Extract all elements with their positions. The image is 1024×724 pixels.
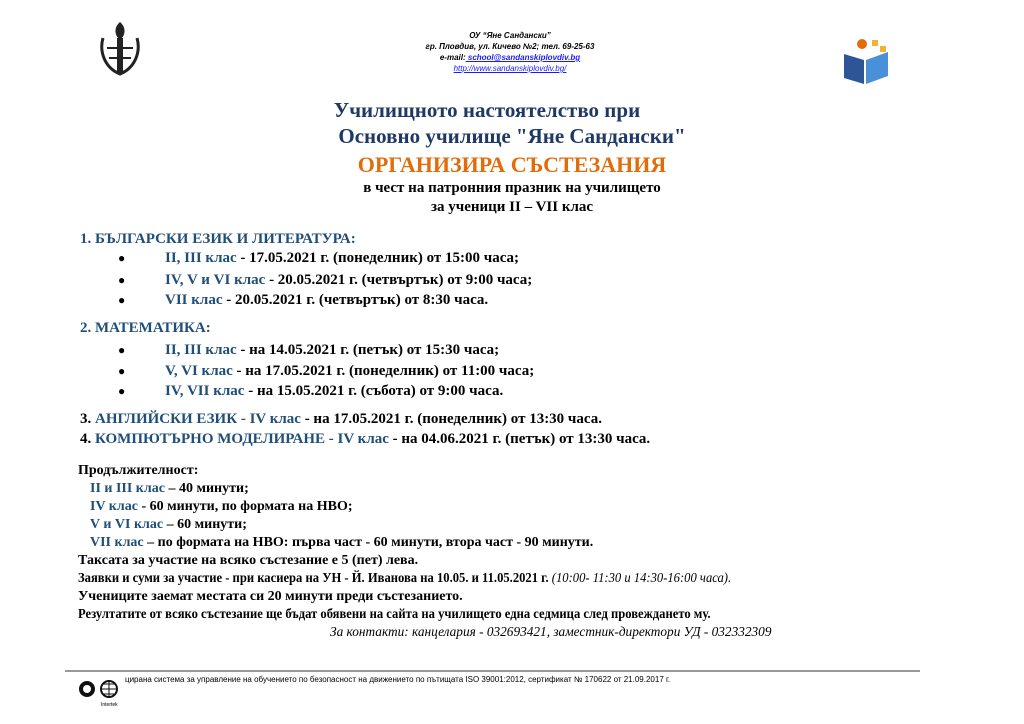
bullet-icon: ● — [118, 273, 126, 287]
duration-label: Продължителност: — [78, 463, 199, 478]
email-link[interactable]: school@sandanskiplovdiv.bg — [465, 53, 581, 62]
school-emblem-logo — [100, 22, 140, 76]
bullet-icon: ● — [118, 364, 126, 378]
results-note: Резултатите от всяко състезание ще бъдат… — [78, 607, 711, 622]
duration-item: VII клас – по формата на НВО: първа част… — [90, 535, 594, 550]
title-line-2: Основно училище "Яне Сандански" — [338, 124, 686, 148]
bullet-icon: ● — [118, 251, 126, 265]
book-logo — [844, 39, 888, 84]
title-subline-2: за ученици II – VII клас — [430, 199, 594, 215]
list-item: II, III клас - на 14.05.2021 г. (петък) … — [165, 342, 500, 358]
duration-item: II и III клас – 40 минути; — [90, 481, 249, 496]
contacts-note: За контакти: канцелария - 032693421, зам… — [330, 625, 772, 640]
bullet-icon: ● — [118, 293, 126, 307]
title-line-1: Училищното настоятелство при — [333, 98, 641, 122]
title-subline-1: в чест на патронния празник на училището — [363, 180, 661, 196]
svg-text:Intertek: Intertek — [101, 702, 118, 708]
fee-note: Таксата за участие на всяко състезание е… — [78, 553, 419, 568]
seats-note: Учениците заемат местата си 20 минути пр… — [78, 589, 463, 604]
list-item: IV, VII клас - на 15.05.2021 г. (събота)… — [165, 383, 504, 399]
title-headline: ОРГАНИЗИРА СЪСТЕЗАНИЯ — [357, 152, 667, 177]
section-computer-modeling: 4. КОМПЮТЪРНО МОДЕЛИРАНЕ - IV клас - на … — [80, 431, 651, 447]
duration-item: V и VI клас – 60 минути; — [90, 517, 247, 532]
list-item: VII клас - 20.05.2021 г. (четвъртък) от … — [165, 292, 489, 308]
website-link[interactable]: http://www.sandanskiplovdiv.bg/ — [453, 64, 567, 73]
application-note: Заявки и суми за участие - при касиера н… — [78, 571, 732, 586]
list-item: IV, V и VI клас - 20.05.2021 г. (четвърт… — [165, 272, 533, 288]
school-contact-header: ОУ “Яне Сандански” гр. Пловдив, ул. Киче… — [380, 30, 640, 74]
list-item: V, VI клас - на 17.05.2021 г. (понеделни… — [165, 363, 535, 379]
bullet-icon: ● — [118, 343, 126, 357]
certification-logos: Intertek — [79, 680, 118, 708]
section-heading-math: 2. МАТЕМАТИКА: — [80, 320, 211, 336]
school-address: гр. Пловдив, ул. Кичево №2; тел. 69-25-6… — [425, 42, 595, 51]
email-label: e-mail: — [439, 53, 466, 62]
list-item: II, III клас - 17.05.2021 г. (понеделник… — [165, 250, 520, 266]
footer-certification-text: цирана система за управление на обучение… — [125, 675, 671, 684]
bullet-icon: ● — [118, 384, 126, 398]
section-heading-bulgarian: 1. БЪЛГАРСКИ ЕЗИК И ЛИТЕРАТУРА: — [80, 231, 356, 247]
footer-divider — [65, 670, 920, 672]
school-name: ОУ “Яне Сандански” — [469, 31, 551, 40]
duration-item: IV клас - 60 минути, по формата на НВО; — [90, 499, 353, 514]
section-english: 3. АНГЛИЙСКИ ЕЗИК - IV клас - на 17.05.2… — [80, 411, 602, 427]
